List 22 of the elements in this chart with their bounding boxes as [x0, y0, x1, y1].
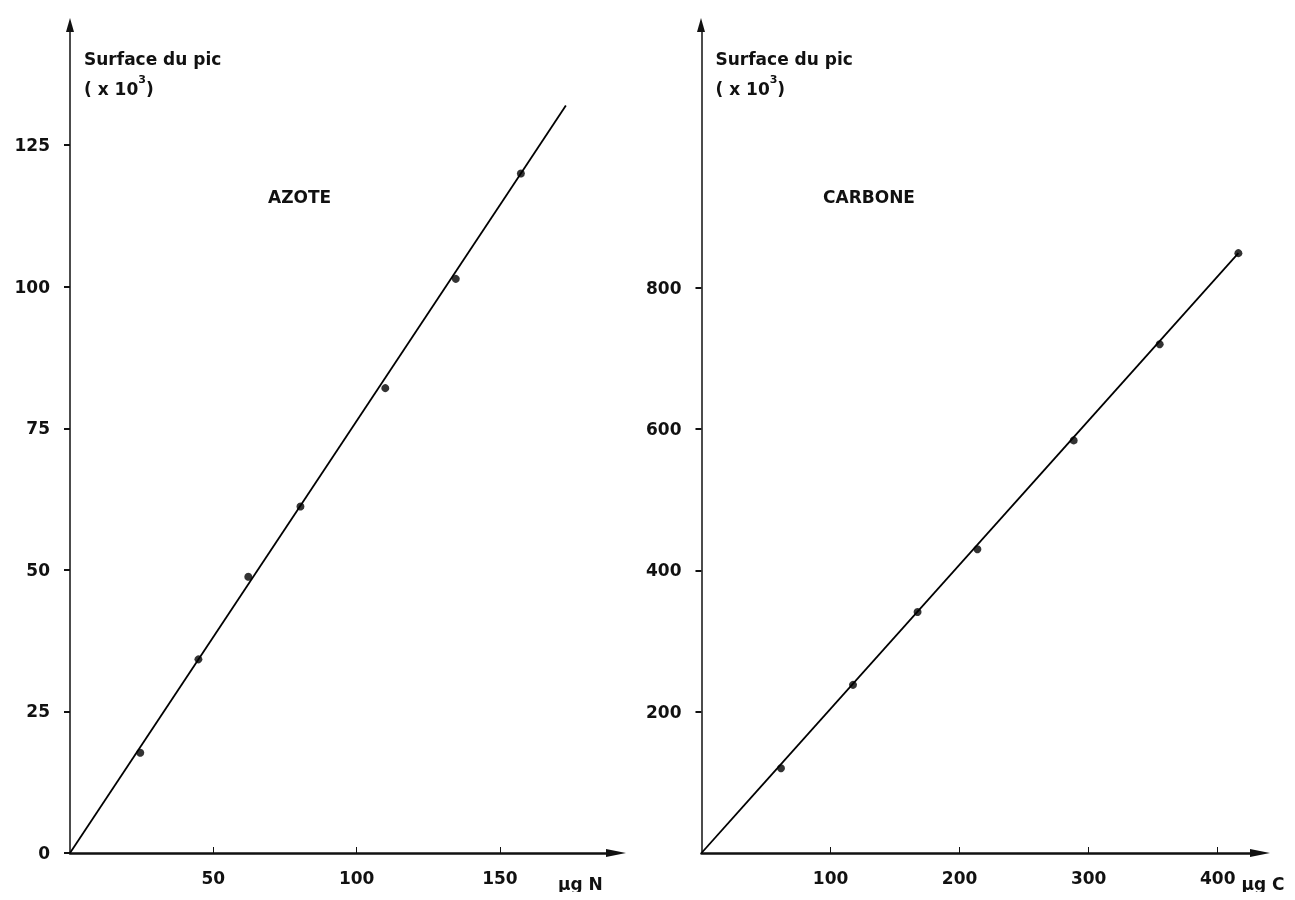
y-tick-label: 600 [645, 419, 682, 440]
x-tick-label: 400 [1199, 867, 1236, 888]
y-tick-label: 100 [14, 276, 51, 297]
y-tick-label: 75 [26, 418, 50, 439]
x-tick-label: 100 [812, 867, 849, 888]
text: AZOTE [268, 186, 332, 207]
y-tick-label: 25 [26, 701, 50, 722]
text: CARBONE [823, 186, 915, 207]
point [381, 384, 390, 393]
x-tick-label: 300 [1070, 867, 1107, 888]
point [451, 274, 460, 283]
y-tick-label: 125 [14, 135, 50, 156]
y-tick-label: 50 [26, 559, 51, 580]
x-tick-label: 50 [201, 867, 226, 888]
y-tick-label: 400 [645, 560, 682, 581]
x-tick-label: 200 [941, 867, 978, 888]
point [244, 572, 253, 581]
x-tick-label: 100 [338, 867, 375, 888]
y-tick-label: 0 [38, 843, 51, 863]
y-tick-label: 800 [645, 277, 682, 298]
y-tick-label: 200 [645, 701, 682, 722]
x-tick-label: 150 [482, 867, 518, 888]
